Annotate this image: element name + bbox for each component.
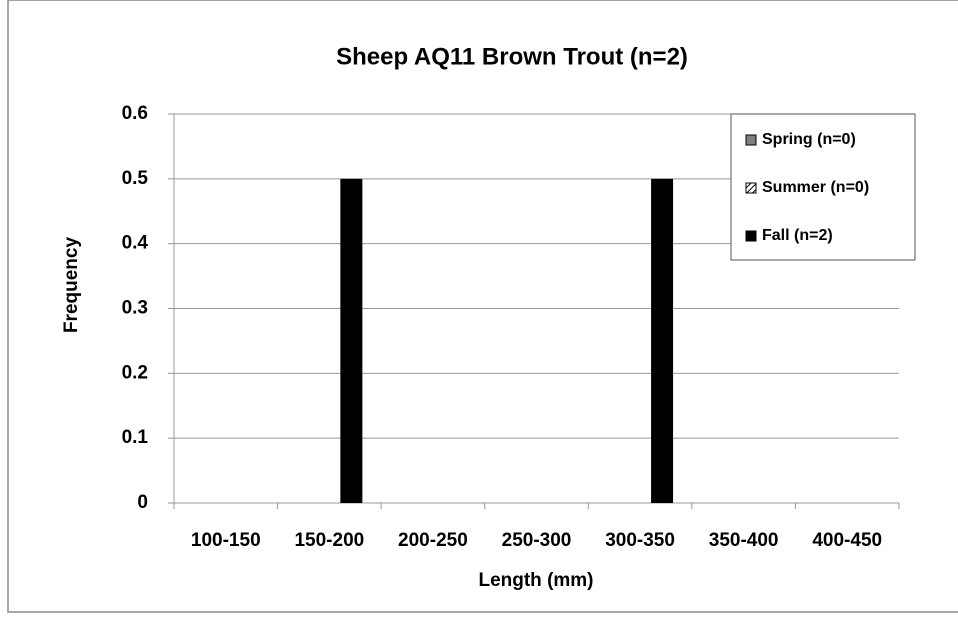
chart-title: Sheep AQ11 Brown Trout (n=2): [336, 43, 688, 70]
legend-label: Fall (n=2): [762, 227, 833, 244]
x-tick-label: 200-250: [398, 530, 468, 551]
bar: [651, 178, 674, 504]
y-tick-label: 0.2: [122, 362, 148, 383]
y-tick-label: 0.5: [122, 168, 149, 189]
x-tick-label: 150-200: [294, 530, 364, 551]
x-tick-label: 350-400: [709, 530, 779, 551]
legend-swatch: [745, 230, 757, 242]
y-tick-label: 0.6: [122, 103, 148, 124]
y-tick-label: 0: [137, 492, 148, 513]
x-axis-label: Length (mm): [478, 570, 593, 591]
x-tick-label: 100-150: [191, 530, 261, 551]
chart-frame: [7, 0, 958, 613]
y-axis-label: Frequency: [61, 237, 82, 334]
legend-swatch: [745, 134, 757, 146]
legend-label: Spring (n=0): [762, 131, 856, 148]
bar: [340, 178, 363, 504]
legend-label: Summer (n=0): [762, 179, 869, 196]
y-tick-label: 0.1: [122, 427, 149, 448]
legend-box: [730, 113, 916, 261]
x-tick-label: 400-450: [812, 530, 882, 551]
y-tick-label: 0.3: [122, 298, 148, 319]
x-tick-label: 300-350: [605, 530, 675, 551]
y-tick-label: 0.4: [122, 233, 149, 254]
legend-swatch: [745, 182, 757, 194]
x-tick-label: 250-300: [502, 530, 572, 551]
